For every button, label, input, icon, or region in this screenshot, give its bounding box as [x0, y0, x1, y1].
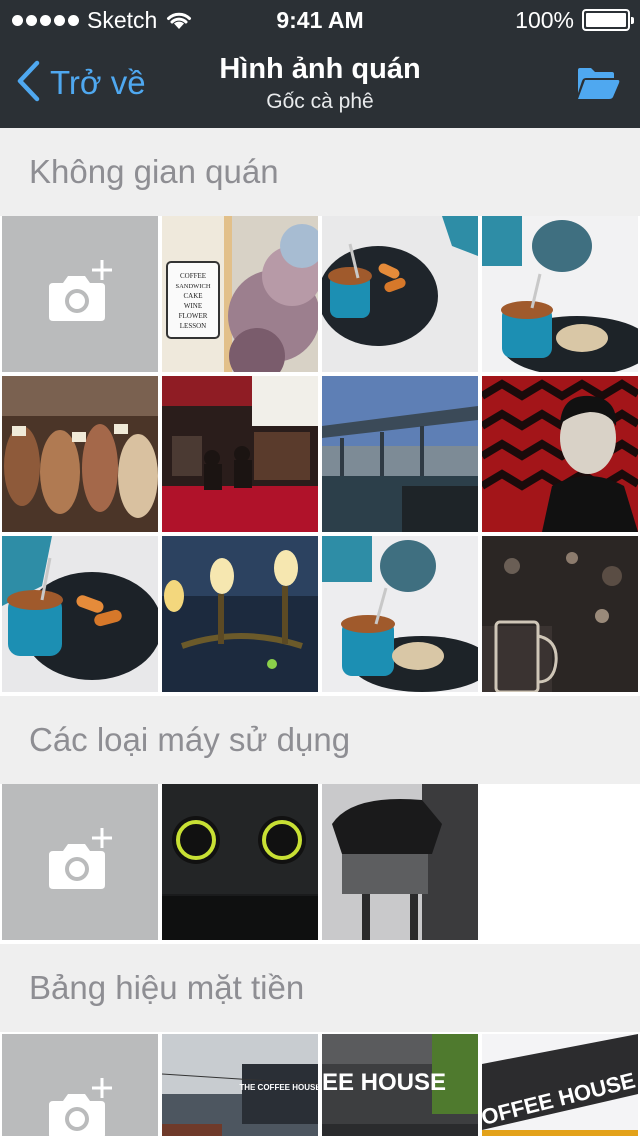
back-button[interactable]: Trở về: [16, 60, 146, 106]
add-photo-button[interactable]: [2, 784, 158, 940]
navigation-bar: Sketch 9:41 AM 100% Trở về H: [0, 0, 640, 128]
back-button-label: Trở về: [50, 64, 146, 101]
menu-board-text: COFFEE: [180, 272, 206, 280]
photo-espresso-cup-cookies[interactable]: [322, 216, 478, 372]
page-subtitle: Gốc cà phê: [266, 90, 374, 113]
photo-storefront-street[interactable]: THE COFFEE HOUSE: [162, 1034, 318, 1136]
photo-glass-mug-bokeh[interactable]: [482, 536, 638, 692]
section-header-space: Không gian quán: [0, 128, 640, 216]
photo-bridge-waterfront[interactable]: [322, 376, 478, 532]
storefront-sign-text: EE HOUSE: [322, 1069, 446, 1096]
menu-board-text: CAKE: [183, 292, 202, 300]
photo-cup-and-jug[interactable]: [322, 536, 478, 692]
battery-info: 100%: [515, 6, 634, 34]
storefront-sign-text: THE COFFEE HOUSE: [239, 1083, 318, 1092]
menu-board-text: SANDWICH: [175, 283, 210, 290]
add-photo-button[interactable]: [2, 216, 158, 372]
section-header-storefront: Bảng hiệu mặt tiền: [0, 944, 640, 1032]
page-title: Hình ảnh quán: [219, 53, 421, 85]
signal-strength-icon: [12, 14, 79, 26]
menu-board-text: LESSON: [180, 322, 206, 330]
chevron-left-icon: [16, 60, 40, 107]
photo-cup-and-biscuit[interactable]: [482, 216, 638, 372]
photo-storefront-sign[interactable]: EE HOUSE: [322, 1034, 478, 1136]
carrier-name: Sketch: [87, 6, 158, 33]
photo-coffee-bar-counter[interactable]: [162, 376, 318, 532]
add-photo-button[interactable]: [2, 1034, 158, 1136]
photo-drip-coffee-maker[interactable]: [322, 784, 478, 940]
battery-percentage: 100%: [515, 6, 574, 33]
section-title: Không gian quán: [29, 153, 279, 190]
wifi-icon: [165, 9, 193, 31]
battery-icon: [582, 9, 634, 31]
camera-add-icon: [45, 1075, 115, 1136]
photo-menu-board-blossom[interactable]: COFFEE SANDWICH CAKE WINE FLOWER LESSON: [162, 216, 318, 372]
folder-open-icon: [576, 68, 620, 104]
photo-espresso-cup-tray[interactable]: [2, 536, 158, 692]
menu-board-text: WINE: [184, 302, 202, 310]
menu-board-text: FLOWER: [179, 312, 208, 320]
section-title: Các loại máy sử dụng: [29, 721, 351, 758]
section-header-machines: Các loại máy sử dụng: [0, 696, 640, 784]
camera-add-icon: [45, 257, 115, 332]
photo-chandelier-lights[interactable]: [162, 536, 318, 692]
camera-add-icon: [45, 825, 115, 900]
photo-portrait-chevron[interactable]: [482, 376, 638, 532]
section-title: Bảng hiệu mặt tiền: [29, 969, 305, 1006]
photo-storefront-awning[interactable]: OFFEE HOUSE: [482, 1034, 638, 1136]
photo-market-sausages[interactable]: [2, 376, 158, 532]
status-bar: Sketch 9:41 AM 100%: [0, 0, 640, 40]
folder-open-button[interactable]: [576, 66, 620, 105]
photo-espresso-machine-buttons[interactable]: [162, 784, 318, 940]
status-time: 9:41 AM: [276, 7, 364, 33]
carrier-info: Sketch: [12, 6, 193, 34]
